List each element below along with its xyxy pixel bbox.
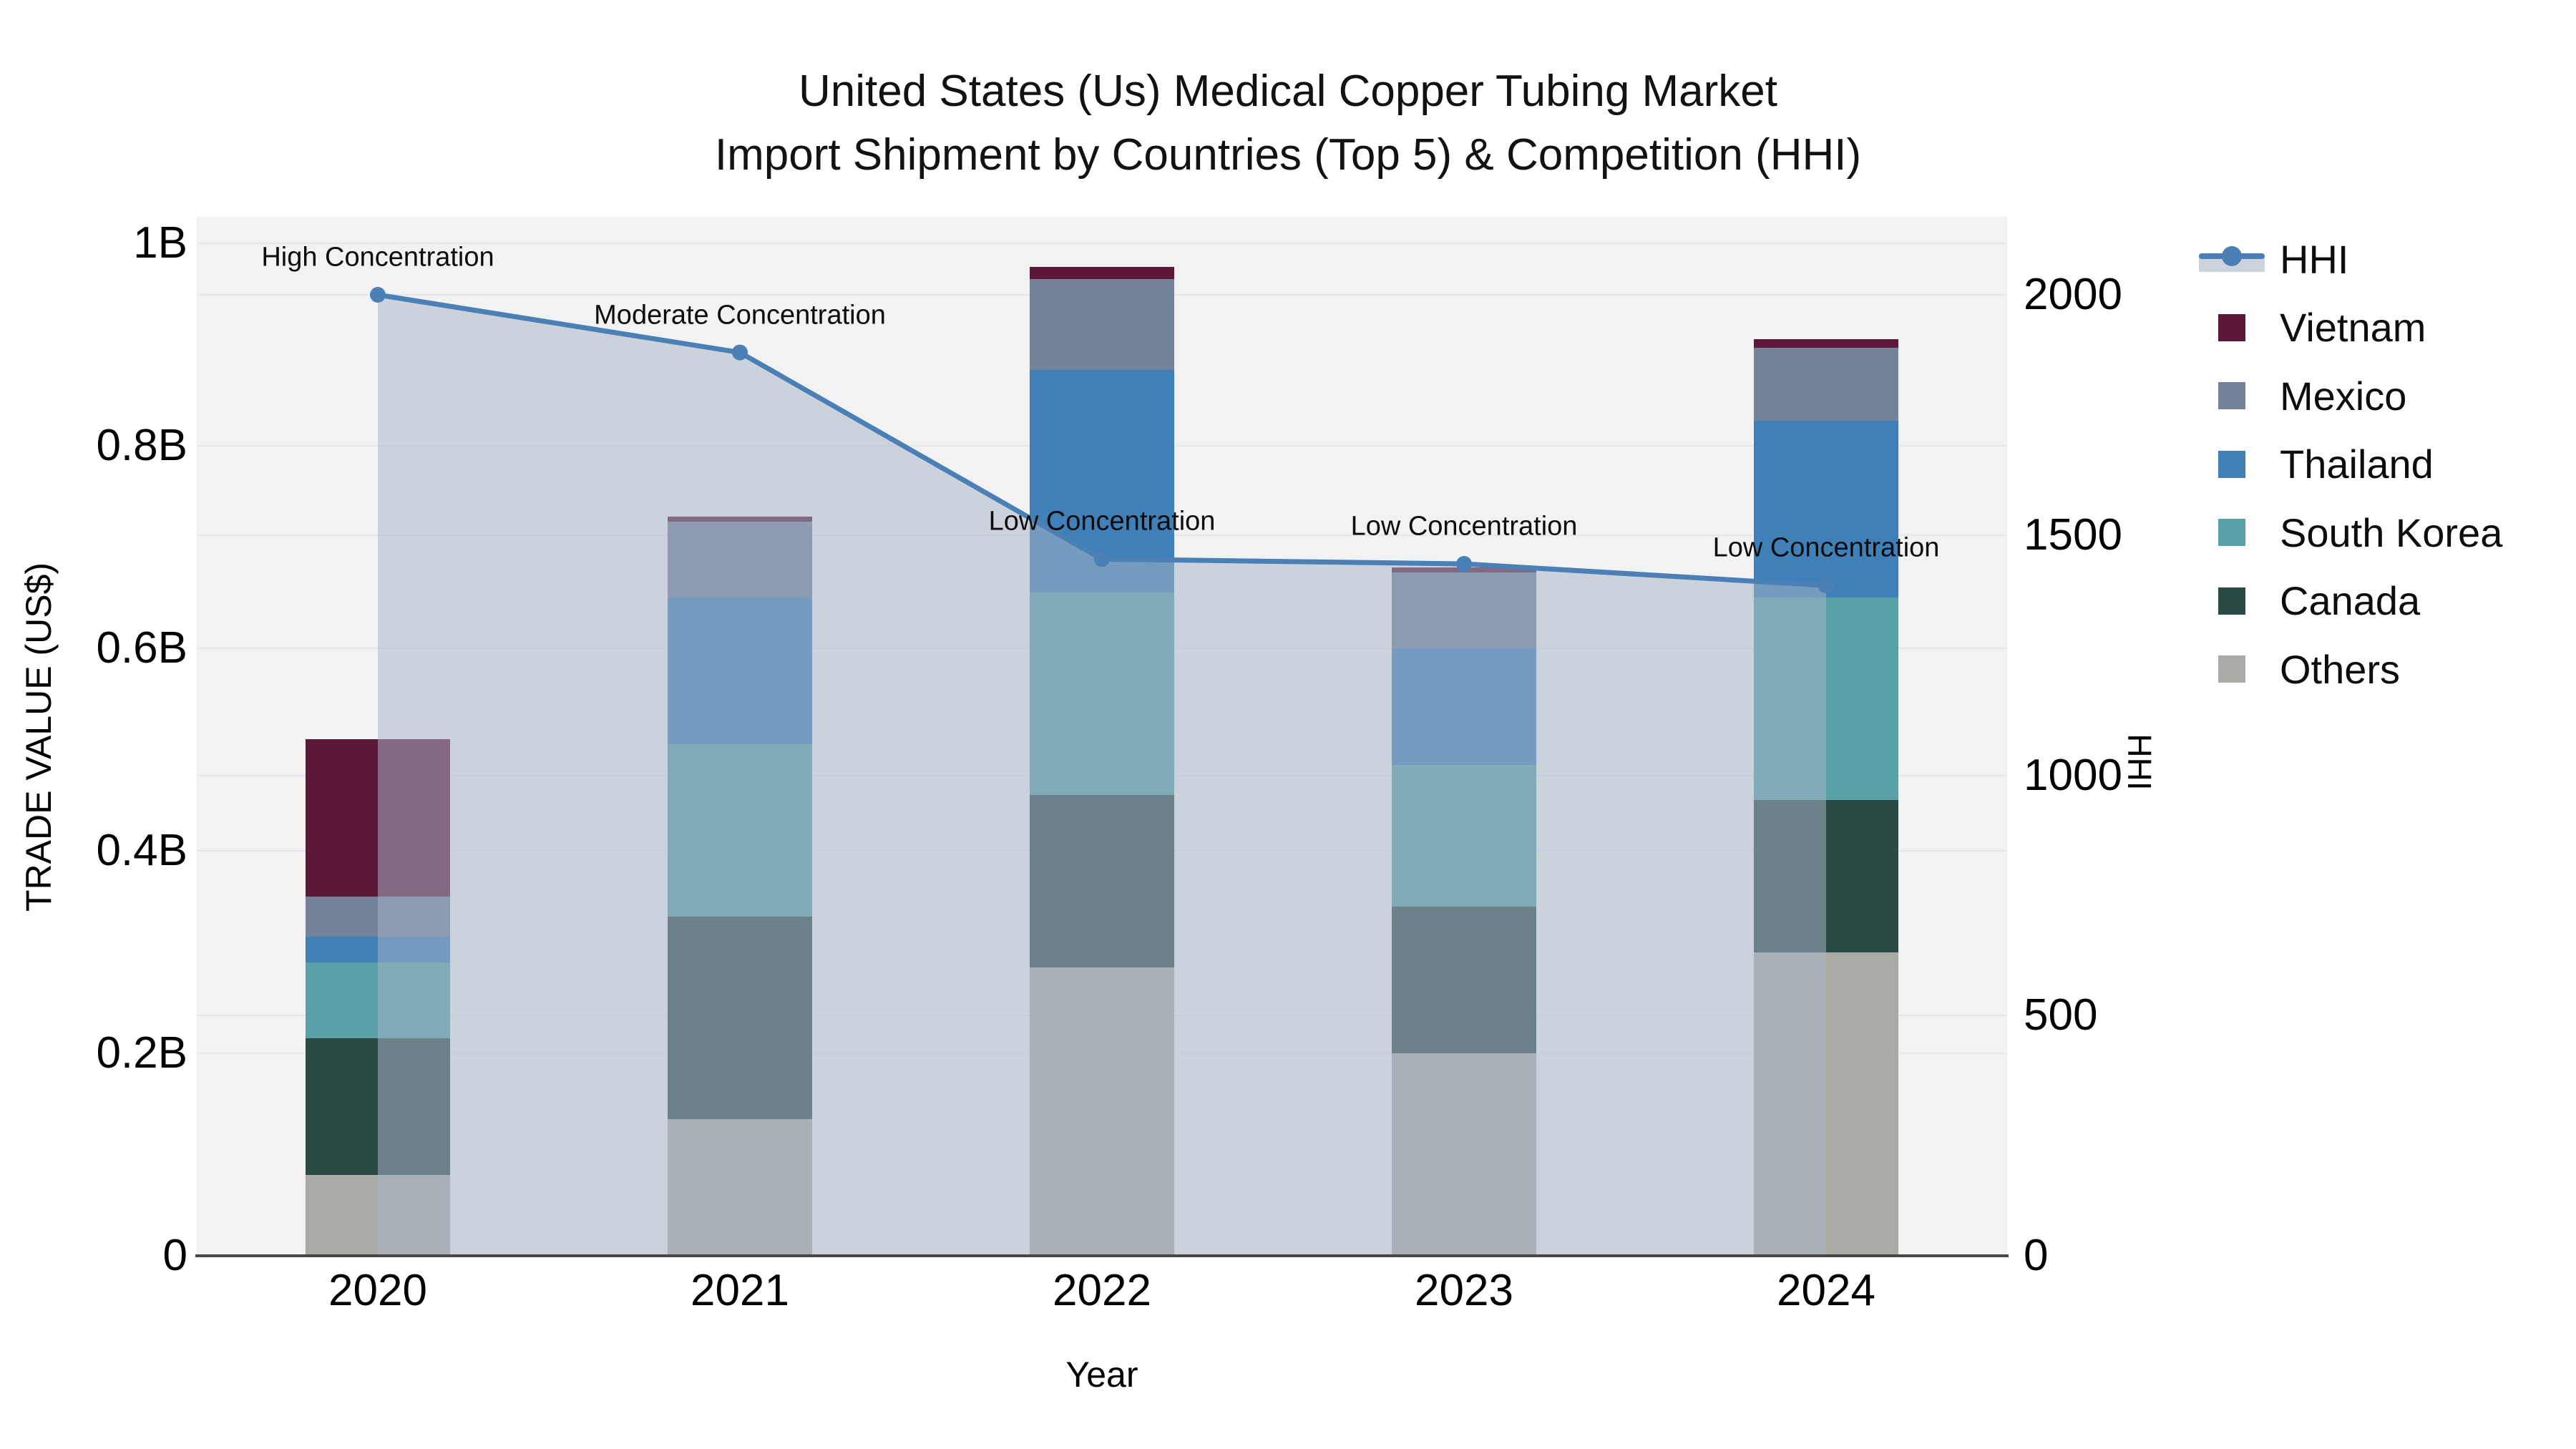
annotation-2021: Moderate Concentration: [594, 300, 886, 331]
legend-item-mexico[interactable]: Mexico: [2197, 361, 2406, 430]
left-axis-title: TRADE VALUE (US$): [19, 562, 59, 912]
legend-swatch-icon: [2197, 567, 2275, 635]
legend-swatch-icon: [2197, 293, 2275, 362]
bar-segment-vietnam-2022[interactable]: [1030, 266, 1174, 279]
annotation-2023: Low Concentration: [1350, 511, 1578, 542]
bar-segment-thailand-2024[interactable]: [1754, 420, 1898, 598]
gridline-left-1B: [197, 243, 2007, 244]
chart-title-line1: United States (Us) Medical Copper Tubing…: [798, 67, 1778, 116]
legend-item-south-korea[interactable]: South Korea: [2197, 498, 2502, 567]
left-tick-0.2B: 0.2B: [96, 1028, 187, 1078]
legend-label: Thailand: [2280, 441, 2434, 487]
right-tick-1000: 1000: [2024, 750, 2122, 800]
legend-swatch-icon: [2197, 498, 2275, 567]
x-axis-title: Year: [1065, 1355, 1138, 1395]
legend-item-thailand[interactable]: Thailand: [2197, 430, 2434, 499]
legend-label: Others: [2280, 646, 2401, 692]
left-tick-0.8B: 0.8B: [96, 421, 187, 470]
legend-item-others[interactable]: Others: [2197, 635, 2400, 703]
hhi-marker-2022[interactable]: [1094, 551, 1110, 567]
hhi-marker-2023[interactable]: [1456, 556, 1472, 572]
right-tick-1500: 1500: [2024, 509, 2122, 560]
x-tick-2021: 2021: [691, 1266, 789, 1315]
legend-swatch-icon: [2197, 430, 2275, 499]
legend-label: HHI: [2280, 236, 2349, 282]
legend-swatch-icon: [2197, 361, 2275, 430]
right-axis-title: HHI: [2121, 733, 2158, 791]
legend-label: Vietnam: [2280, 305, 2426, 350]
bar-segment-vietnam-2024[interactable]: [1754, 339, 1898, 348]
legend-label: Mexico: [2280, 373, 2407, 419]
hhi-marker-2024[interactable]: [1818, 577, 1834, 594]
hhi-area-fill: [378, 295, 1826, 1256]
left-tick-0.4B: 0.4B: [96, 826, 187, 875]
annotation-2022: Low Concentration: [988, 506, 1216, 537]
legend-item-canada[interactable]: Canada: [2197, 567, 2420, 635]
x-tick-2022: 2022: [1053, 1266, 1151, 1315]
chart-title-line2: Import Shipment by Countries (Top 5) & C…: [714, 130, 1862, 180]
x-axis-line: [195, 1254, 2009, 1257]
bar-segment-mexico-2024[interactable]: [1754, 347, 1898, 421]
annotation-2020: High Concentration: [261, 242, 494, 273]
legend-label: South Korea: [2280, 509, 2503, 555]
hhi-marker-2021[interactable]: [732, 344, 748, 361]
x-tick-2023: 2023: [1415, 1266, 1513, 1315]
hhi-line-legend-icon: [2197, 225, 2275, 293]
left-tick-1B: 1B: [133, 218, 187, 268]
annotation-2024: Low Concentration: [1712, 532, 1940, 563]
legend-swatch-icon: [2197, 635, 2275, 703]
legend-item-hhi[interactable]: HHI: [2197, 225, 2348, 293]
right-tick-2000: 2000: [2024, 270, 2122, 319]
right-tick-500: 500: [2024, 990, 2098, 1040]
hhi-marker-2020[interactable]: [370, 287, 386, 303]
left-tick-0: 0: [162, 1231, 187, 1280]
x-tick-2020: 2020: [328, 1266, 427, 1315]
x-tick-2024: 2024: [1777, 1266, 1875, 1315]
bar-segment-mexico-2022[interactable]: [1030, 278, 1174, 370]
legend-item-vietnam[interactable]: Vietnam: [2197, 293, 2426, 362]
right-tick-0: 0: [2024, 1231, 2049, 1280]
left-tick-0.6B: 0.6B: [96, 623, 187, 673]
legend-label: Canada: [2280, 578, 2421, 623]
